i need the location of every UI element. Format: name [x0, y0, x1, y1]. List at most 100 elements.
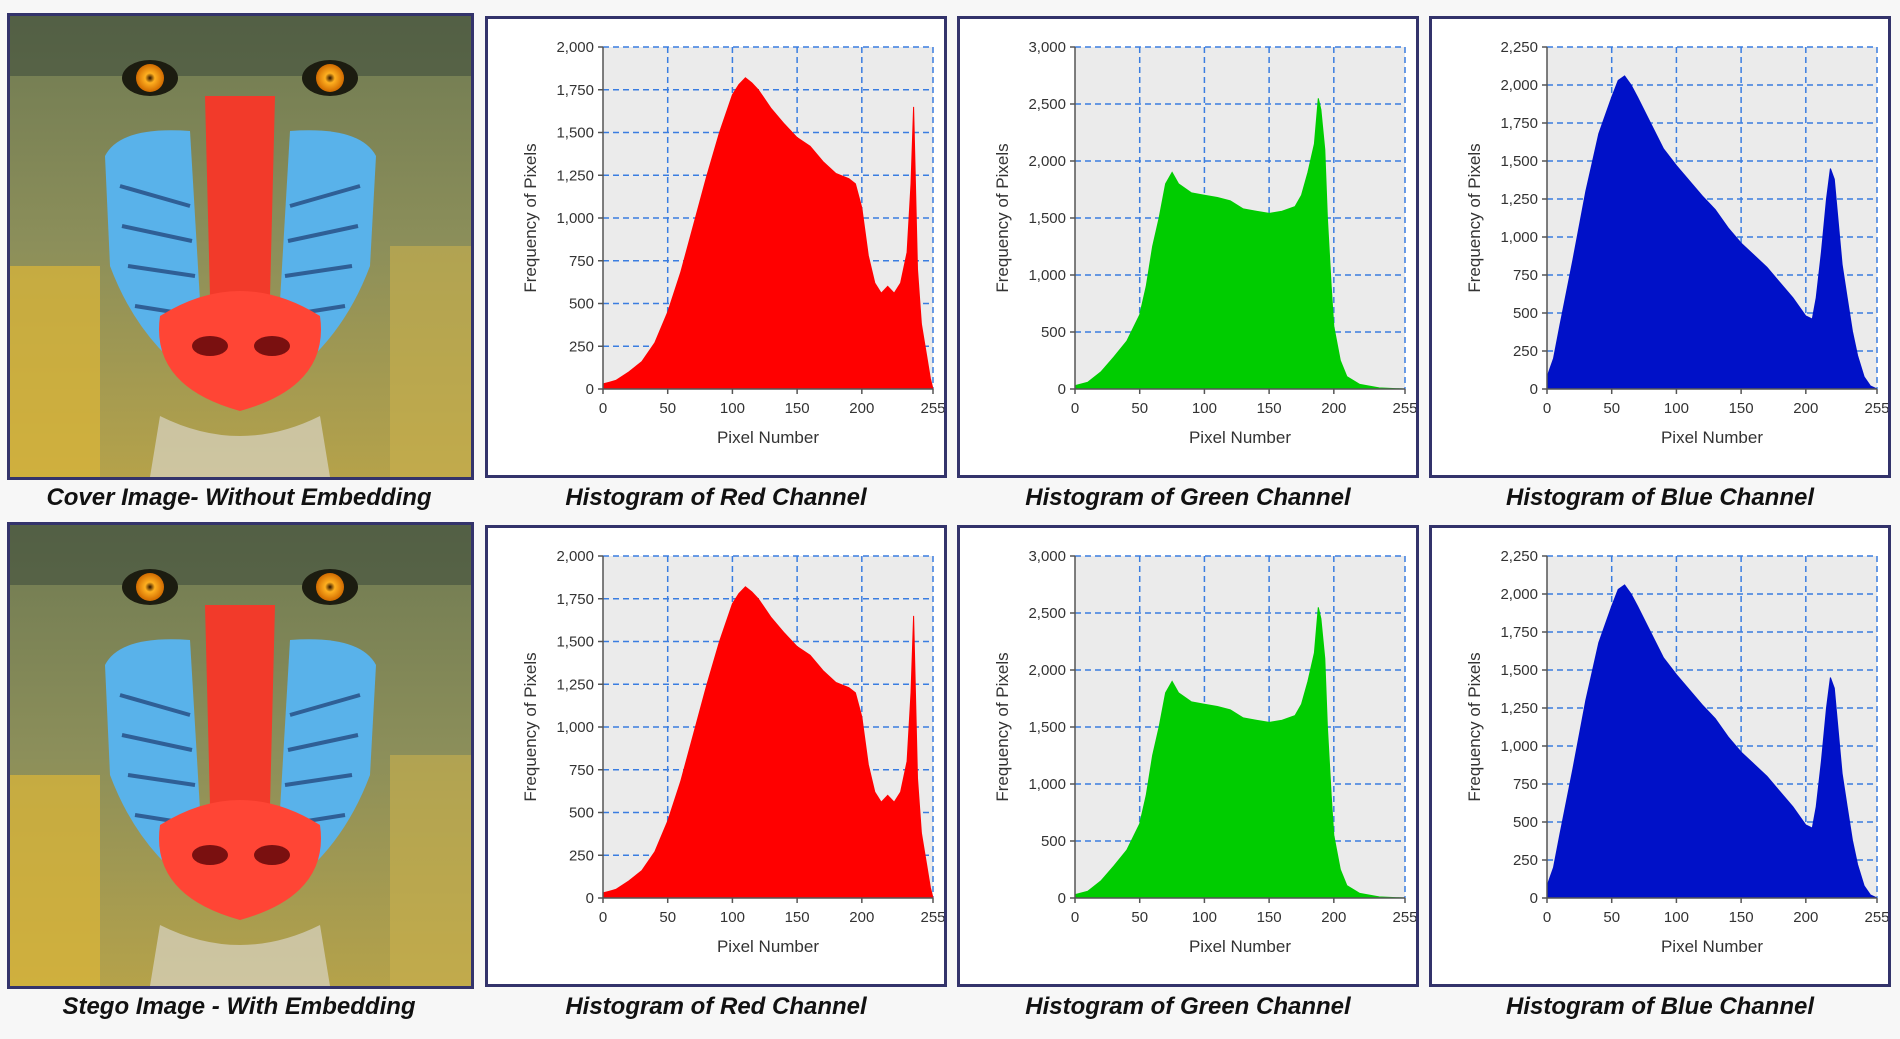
histogram-area — [602, 77, 934, 390]
x-tick-label: 150 — [1257, 400, 1282, 417]
y-tick-label: 1,250 — [556, 167, 594, 184]
x-tick-label: 150 — [1257, 909, 1282, 926]
y-tick-label: 0 — [1058, 381, 1066, 398]
x-tick-label: 50 — [1131, 909, 1148, 926]
histogram-red-caption: Histogram of Red Channel — [565, 484, 867, 511]
y-tick-label: 3,000 — [1028, 548, 1066, 565]
x-axis-label: Pixel Number — [1661, 428, 1763, 447]
y-tick-label: 2,000 — [556, 39, 594, 56]
x-tick-label: 0 — [1543, 909, 1551, 926]
cover-image-caption: Cover Image- Without Embedding — [46, 484, 432, 511]
x-tick-label: 0 — [1071, 909, 1079, 926]
y-tick-label: 750 — [1513, 267, 1538, 284]
y-tick-label: 1,750 — [556, 591, 594, 608]
y-tick-label: 2,000 — [1500, 586, 1538, 603]
y-tick-label: 250 — [1513, 343, 1538, 360]
x-axis-label: Pixel Number — [717, 937, 819, 956]
y-tick-label: 1,000 — [1500, 738, 1538, 755]
histogram-area — [602, 586, 934, 899]
x-tick-label: 150 — [1729, 909, 1754, 926]
stego-image-caption: Stego Image - With Embedding — [62, 993, 416, 1020]
x-axis-label: Pixel Number — [1661, 937, 1763, 956]
histogram-blue-caption: Histogram of Blue Channel — [1505, 993, 1815, 1020]
y-tick-label: 0 — [1530, 890, 1538, 907]
y-tick-label: 500 — [569, 805, 594, 822]
figure-row-cover: Cover Image- Without Embedding 0 250 500 75… — [0, 0, 1900, 511]
baboon-image — [10, 16, 471, 477]
x-tick-label: 100 — [720, 400, 745, 417]
x-axis-label: Pixel Number — [1189, 937, 1291, 956]
histogram-area — [1074, 607, 1406, 899]
x-tick-label: 100 — [720, 909, 745, 926]
x-tick-label: 255 — [1392, 400, 1416, 417]
y-tick-label: 2,000 — [1028, 662, 1066, 679]
x-tick-label: 50 — [659, 909, 676, 926]
y-tick-label: 250 — [1513, 852, 1538, 869]
y-tick-label: 1,500 — [556, 125, 594, 142]
histogram-blue-caption: Histogram of Blue Channel — [1505, 484, 1815, 511]
y-tick-label: 1,250 — [1500, 191, 1538, 208]
y-tick-label: 2,500 — [1028, 96, 1066, 113]
y-tick-label: 2,250 — [1500, 39, 1538, 56]
y-axis-label: Frequency of Pixels — [1465, 143, 1484, 292]
y-axis-label: Frequency of Pixels — [993, 143, 1012, 292]
x-tick-label: 100 — [1664, 400, 1689, 417]
x-tick-label: 200 — [849, 400, 874, 417]
y-axis-label: Frequency of Pixels — [993, 652, 1012, 801]
y-axis-label: Frequency of Pixels — [1465, 652, 1484, 801]
y-tick-label: 1,000 — [1028, 267, 1066, 284]
x-tick-label: 255 — [1864, 400, 1888, 417]
y-tick-label: 3,000 — [1028, 39, 1066, 56]
histogram-green-cover: 0 500 1,000 1,500 2,000 2,500 3,000 0 50 100 150 20… — [957, 16, 1419, 478]
x-tick-label: 150 — [785, 400, 810, 417]
y-tick-label: 500 — [1041, 324, 1066, 341]
histogram-blue-stego: 0 250 500 750 1,000 1,250 1,500 1,750 2,000 2,250… — [1429, 525, 1891, 987]
y-tick-label: 1,750 — [556, 82, 594, 99]
y-axis-label: Frequency of Pixels — [521, 143, 540, 292]
x-tick-label: 255 — [1864, 909, 1888, 926]
y-tick-label: 1,000 — [556, 719, 594, 736]
y-tick-label: 500 — [569, 296, 594, 313]
x-tick-label: 100 — [1664, 909, 1689, 926]
y-tick-label: 250 — [569, 338, 594, 355]
x-tick-label: 150 — [785, 909, 810, 926]
y-tick-label: 2,000 — [1500, 77, 1538, 94]
y-tick-label: 1,500 — [1500, 153, 1538, 170]
histogram-green-caption: Histogram of Green Channel — [1025, 993, 1351, 1020]
x-tick-label: 100 — [1192, 909, 1217, 926]
baboon-image — [10, 525, 471, 986]
y-tick-label: 1,250 — [1500, 700, 1538, 717]
histogram-blue-cover: 0 250 500 750 1,000 1,250 1,500 1,750 2,000 2,250… — [1429, 16, 1891, 478]
x-tick-label: 255 — [920, 909, 944, 926]
x-tick-label: 255 — [1392, 909, 1416, 926]
histogram-area — [1074, 98, 1406, 390]
y-tick-label: 1,750 — [1500, 624, 1538, 641]
histogram-red-cover: 0 250 500 750 1,000 1,250 1,500 1,750 2,000 0 50 10… — [485, 16, 947, 478]
y-tick-label: 1,000 — [556, 210, 594, 227]
x-tick-label: 255 — [920, 400, 944, 417]
x-tick-label: 50 — [659, 400, 676, 417]
y-tick-label: 500 — [1513, 305, 1538, 322]
x-tick-label: 50 — [1603, 909, 1620, 926]
y-tick-label: 1,500 — [1028, 719, 1066, 736]
y-tick-label: 2,000 — [1028, 153, 1066, 170]
y-tick-label: 1,000 — [1500, 229, 1538, 246]
figure-row-stego: Stego Image - With Embedding 0 250 500 750 1… — [0, 509, 1900, 1020]
y-tick-label: 0 — [1058, 890, 1066, 907]
y-tick-label: 2,000 — [556, 548, 594, 565]
histogram-area — [1546, 584, 1878, 899]
x-axis-label: Pixel Number — [717, 428, 819, 447]
y-tick-label: 500 — [1513, 814, 1538, 831]
y-tick-label: 250 — [569, 847, 594, 864]
y-tick-label: 1,750 — [1500, 115, 1538, 132]
y-tick-label: 750 — [569, 762, 594, 779]
y-tick-label: 500 — [1041, 833, 1066, 850]
x-tick-label: 0 — [1071, 400, 1079, 417]
y-tick-label: 0 — [1530, 381, 1538, 398]
x-axis-label: Pixel Number — [1189, 428, 1291, 447]
y-tick-label: 2,500 — [1028, 605, 1066, 622]
x-tick-label: 0 — [599, 909, 607, 926]
cover-image — [7, 13, 474, 480]
y-axis-label: Frequency of Pixels — [521, 652, 540, 801]
y-tick-label: 0 — [586, 890, 594, 907]
